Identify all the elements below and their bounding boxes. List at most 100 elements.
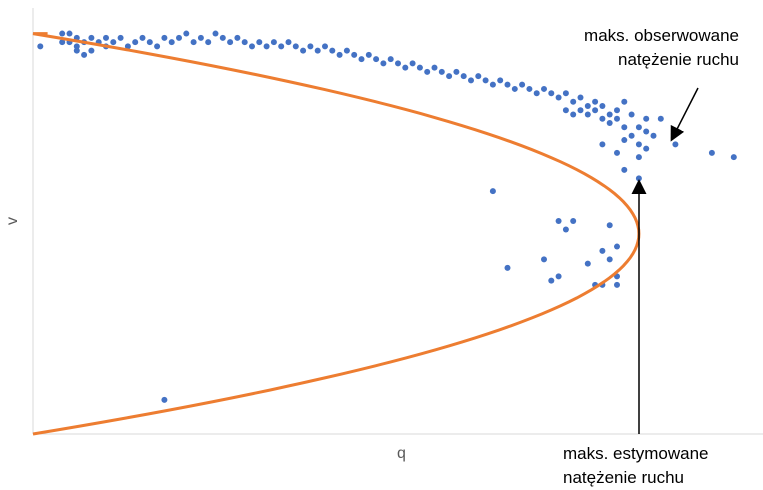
data-point [621,166,628,173]
data-point [555,218,562,224]
data-point [161,396,168,403]
data-point [628,111,635,118]
data-point [504,81,511,88]
chart-axes [32,8,763,435]
data-point [614,107,620,114]
data-point [621,124,628,131]
data-point [584,102,591,109]
data-point [526,85,533,92]
data-point [176,34,182,41]
data-point [730,154,737,161]
data-point [270,39,277,46]
data-point [541,85,547,92]
data-point [562,226,569,233]
data-point [570,218,577,224]
data-point [606,120,613,127]
data-point [635,141,642,148]
data-point [599,247,606,254]
annotation-max-observed-line-1: maks. obserwowane [584,26,739,45]
data-point [570,98,577,105]
data-point [219,34,226,41]
data-point [256,39,263,46]
data-point [322,43,328,50]
data-point [66,30,73,37]
data-point [183,30,190,37]
data-point [387,56,394,63]
data-point [599,141,606,148]
data-point [197,34,204,41]
data-point [365,51,372,58]
data-point [643,115,650,122]
data-point [504,264,511,271]
data-point [614,243,620,250]
data-point [424,68,431,75]
data-point [599,115,606,122]
data-point [88,47,95,54]
data-point [205,39,212,46]
data-point [88,34,95,41]
data-point [351,51,358,58]
fitted-curve [32,32,641,436]
data-point [672,141,679,148]
data-point [489,81,496,88]
data-point [497,77,504,84]
data-point [124,43,131,50]
data-point [380,60,387,67]
data-point [59,39,66,46]
data-point [519,81,526,88]
data-point [635,124,642,131]
data-point [190,39,197,46]
data-point [482,77,489,84]
data-point [475,73,482,80]
data-point [606,111,613,118]
data-point [409,60,416,67]
arrow-max-observed [670,87,699,142]
data-point [402,64,409,71]
data-point [584,260,591,267]
annotation-max-observed: maks. obserwowane natężenie ruchu [584,24,739,72]
data-point [614,281,620,288]
data-points [37,30,737,403]
data-point [599,102,606,109]
data-point [635,154,642,161]
data-point [241,39,248,46]
data-point [577,107,584,114]
data-point [59,30,66,37]
data-point [154,43,161,50]
data-point [614,115,620,122]
data-point [37,43,44,50]
data-point [606,222,613,229]
data-point [395,60,401,67]
data-point [657,115,664,122]
data-point [570,111,577,118]
data-point [212,30,219,37]
annotation-max-estimated-line-2: natężenie ruchu [563,468,684,487]
data-point [555,94,562,101]
data-point [168,39,175,46]
data-point [635,175,642,182]
data-point [249,43,255,50]
data-point [110,39,117,46]
data-point [614,149,620,156]
data-point [489,188,496,195]
data-point [103,34,109,41]
data-point [511,85,518,92]
data-point [628,132,635,139]
data-point [541,256,547,263]
data-point [643,128,650,135]
data-point [336,51,343,58]
data-point [234,34,241,41]
data-point [592,98,599,105]
data-point [146,39,153,46]
annotation-arrows [631,87,699,434]
data-point [431,64,438,71]
data-point [73,47,80,54]
annotation-max-estimated-line-1: maks. estymowane [563,444,709,463]
data-point [584,111,591,118]
data-point [548,90,555,97]
data-point [621,137,628,144]
data-point [329,47,336,54]
data-point [285,39,292,46]
data-point [562,90,569,97]
